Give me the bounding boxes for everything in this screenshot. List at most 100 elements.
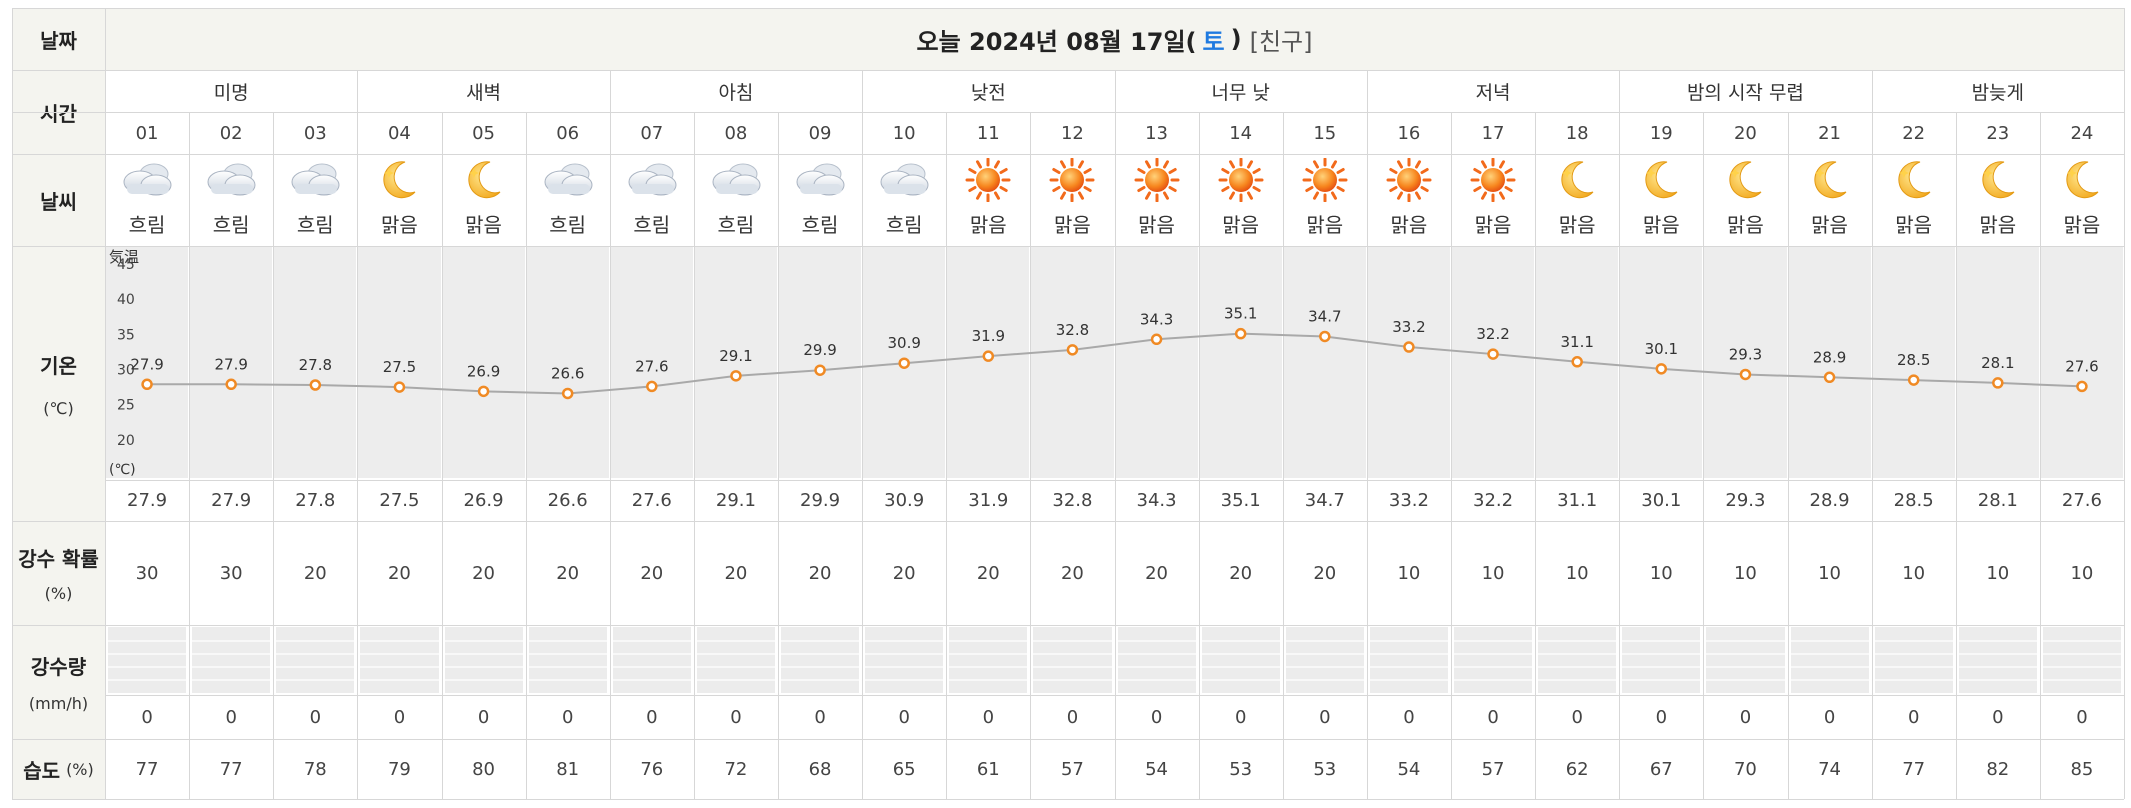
date-header-label: 날짜 (12, 8, 105, 70)
grid-vline (1787, 112, 1789, 799)
rain-bar-gridline (2042, 640, 2121, 642)
rain-bar-gridline (1369, 640, 1448, 642)
temp-value: 35.1 (1220, 490, 1261, 511)
temp-value: 28.9 (1809, 490, 1850, 511)
grid-vline (1114, 112, 1116, 799)
rain-bar-gridline (1706, 653, 1785, 655)
temp-value: 27.9 (127, 490, 168, 511)
rain-bar-gridline (1874, 666, 1953, 668)
grid-hline (12, 625, 2124, 626)
rain-bar-gridline (1285, 679, 1364, 681)
rain-bar-gridline (2042, 666, 2121, 668)
hour-cell: 20 (1733, 122, 1757, 144)
precip-amount-value: 0 (1571, 706, 1583, 728)
humidity-value: 78 (303, 758, 327, 780)
rain-bar-gridline (276, 640, 355, 642)
hour-cell: 01 (135, 122, 159, 144)
cloud-icon (189, 156, 273, 204)
rain-bar-gridline (360, 666, 439, 668)
rain-bar-gridline (1033, 679, 1112, 681)
humidity-label: 습도 (23, 758, 61, 783)
rain-bar-gridline (1622, 640, 1701, 642)
chart-cell (1788, 247, 1871, 478)
sun-icon (1451, 156, 1535, 204)
grid-vline (441, 112, 443, 799)
rain-bar-gridline (1790, 640, 1869, 642)
rain-bar-gridline (781, 640, 860, 642)
precip-amount-value: 0 (561, 706, 574, 728)
rain-bar-gridline (1790, 679, 1869, 681)
precip-prob-value: 10 (1733, 562, 1757, 584)
rain-bar-gridline (949, 653, 1028, 655)
precip-amount-unit: (mm/h) (28, 694, 89, 713)
grid-vline (609, 70, 611, 112)
rain-bar-gridline (612, 640, 691, 642)
grid-vline (1703, 112, 1705, 799)
temp-value: 26.6 (547, 490, 588, 511)
rain-bar-gridline (1117, 666, 1196, 668)
rain-bar-gridline (1958, 679, 2037, 681)
cloud-icon (610, 156, 694, 204)
period-header: 아침 (718, 81, 754, 104)
rain-bar-gridline (612, 679, 691, 681)
grid-vline (525, 112, 527, 799)
rain-bar-gridline (1285, 640, 1364, 642)
hour-cell: 09 (808, 122, 832, 144)
rain-bar-gridline (360, 679, 439, 681)
rain-bar-gridline (696, 653, 775, 655)
grid-hline (12, 246, 2124, 247)
rain-bar-bg (696, 627, 775, 693)
rain-bar-gridline (360, 640, 439, 642)
rain-bar-gridline (612, 666, 691, 668)
cloud-icon (778, 156, 862, 204)
temp-value: 27.6 (2061, 490, 2102, 511)
precip-amount-value: 0 (1487, 706, 1499, 728)
chart-cell (1536, 247, 1619, 478)
temp-value: 27.9 (211, 490, 252, 511)
temp-value: 27.6 (631, 490, 672, 511)
temp-value: 29.1 (715, 490, 756, 511)
rain-bar-gridline (2042, 679, 2121, 681)
friend-link[interactable]: [친구] (1249, 27, 1313, 56)
precip-prob-value: 20 (303, 562, 327, 584)
weather-text: 맑음 (1054, 212, 1091, 237)
rain-bar-gridline (528, 679, 607, 681)
humidity-unit: (%) (66, 759, 94, 779)
temp-unit: (℃) (43, 398, 74, 418)
rain-bar-gridline (1538, 653, 1617, 655)
chart-cell (358, 247, 441, 478)
humidity-value: 53 (1229, 758, 1253, 780)
rain-bar-gridline (865, 666, 944, 668)
precip-amount-value: 0 (1739, 706, 1752, 728)
precip-amount-value: 0 (1907, 706, 1920, 728)
rain-bar-gridline (781, 666, 860, 668)
humidity-value: 67 (1649, 758, 1673, 780)
weather-text: 흐림 (212, 212, 250, 237)
rain-bar-gridline (696, 679, 775, 681)
sun-icon (946, 156, 1030, 204)
weather-text: 흐림 (296, 212, 334, 237)
hour-cell: 10 (892, 122, 916, 144)
precip-amount-value: 0 (393, 706, 406, 728)
chart-cell (190, 247, 273, 478)
hour-cell: 14 (1229, 122, 1253, 144)
precip-prob-value: 10 (1481, 562, 1505, 584)
hour-cell: 19 (1649, 122, 1673, 144)
precip-amount-value: 0 (982, 706, 995, 728)
precip-prob-value: 20 (1060, 562, 1084, 584)
precip-prob-value: 10 (1649, 562, 1673, 584)
humidity-row-label: 습도 (%) (12, 739, 105, 799)
rain-bar-gridline (192, 679, 271, 681)
precip-amount-value: 0 (898, 706, 910, 728)
rain-bar-gridline (612, 653, 691, 655)
period-header: 낮전 (970, 81, 1006, 104)
weather-text: 맑음 (381, 212, 418, 237)
grid-vline (778, 112, 779, 799)
grid-hline (12, 154, 2124, 155)
weather-text: 맑음 (1558, 212, 1596, 237)
sun-icon (1283, 156, 1367, 204)
grid-vline (1366, 70, 1368, 112)
cloud-icon (526, 156, 610, 204)
rain-bar-gridline (1201, 679, 1280, 681)
precip-prob-value: 20 (1229, 562, 1253, 584)
